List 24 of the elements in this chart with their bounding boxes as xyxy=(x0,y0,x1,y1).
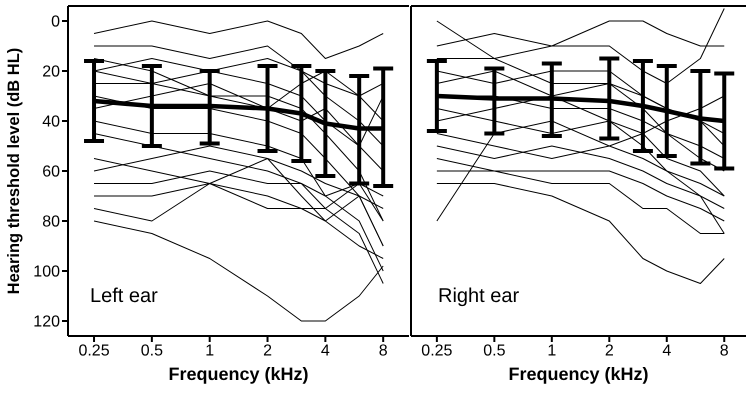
x-tick-label: 2 xyxy=(263,342,272,360)
x-tick-label: 1 xyxy=(547,342,556,360)
x-tick-label: 1 xyxy=(205,342,214,360)
x-tick-label: 0.25 xyxy=(78,342,110,360)
annotation: Left ear xyxy=(90,285,158,308)
x-axis-title: Frequency (kHz) xyxy=(508,364,649,384)
x-tick-label: 8 xyxy=(720,342,729,360)
x-tick-label: 2 xyxy=(604,342,614,360)
y-tick-label: 120 xyxy=(33,314,60,331)
annotation: Right ear xyxy=(438,285,520,308)
y-tick-label: 60 xyxy=(42,164,60,181)
x-tick-label: 4 xyxy=(320,342,330,360)
x-axis-title: Frequency (kHz) xyxy=(168,364,309,384)
x-tick-label: 0.5 xyxy=(483,342,506,360)
y-tick-label: 20 xyxy=(42,64,60,81)
x-tick-label: 8 xyxy=(378,342,388,360)
x-tick-label: 4 xyxy=(662,342,672,360)
y-tick-label: 40 xyxy=(42,114,60,131)
x-tick-label: 0.25 xyxy=(421,342,453,360)
y-axis-title: Hearing threshold level (dB HL) xyxy=(5,48,23,294)
x-tick-label: 0.5 xyxy=(140,342,164,360)
y-tick-label: 80 xyxy=(42,214,60,231)
y-tick-label: 100 xyxy=(33,264,60,281)
y-tick-label: 0 xyxy=(51,14,60,31)
